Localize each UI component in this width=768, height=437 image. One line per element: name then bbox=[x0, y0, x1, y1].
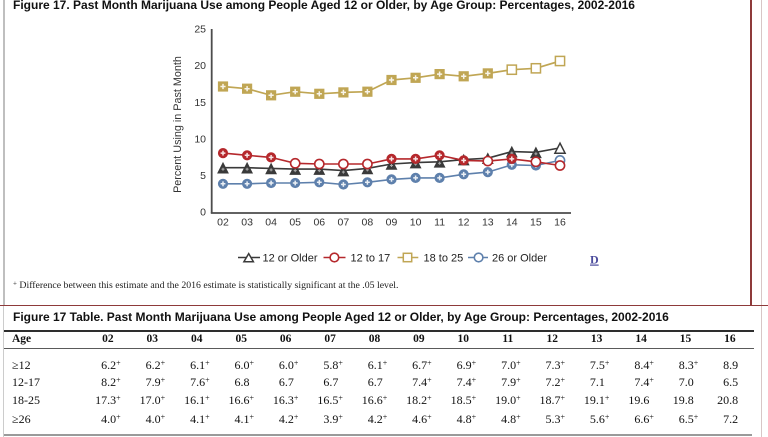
svg-text:18 to 25: 18 to 25 bbox=[424, 252, 464, 264]
svg-text:09: 09 bbox=[386, 217, 398, 229]
svg-text:15: 15 bbox=[194, 97, 206, 109]
svg-text:12 to 17: 12 to 17 bbox=[351, 252, 391, 264]
svg-text:10: 10 bbox=[410, 217, 422, 229]
svg-text:10: 10 bbox=[194, 133, 206, 145]
svg-text:12: 12 bbox=[458, 217, 470, 229]
svg-text:11: 11 bbox=[434, 217, 445, 229]
svg-text:20: 20 bbox=[194, 60, 206, 72]
svg-text:12 or Older: 12 or Older bbox=[263, 252, 318, 264]
svg-text:04: 04 bbox=[265, 217, 277, 229]
svg-text:07: 07 bbox=[338, 217, 350, 229]
svg-text:06: 06 bbox=[313, 217, 325, 229]
svg-text:16: 16 bbox=[554, 217, 566, 229]
svg-text:15: 15 bbox=[530, 217, 542, 229]
svg-text:26 or Older: 26 or Older bbox=[492, 252, 547, 264]
svg-text:25: 25 bbox=[194, 24, 206, 36]
svg-text:13: 13 bbox=[482, 217, 494, 229]
svg-text:03: 03 bbox=[241, 217, 253, 229]
svg-text:D: D bbox=[590, 253, 599, 267]
svg-text:Percent Using in Past Month: Percent Using in Past Month bbox=[172, 56, 184, 193]
svg-text:05: 05 bbox=[289, 217, 301, 229]
svg-text:08: 08 bbox=[362, 217, 374, 229]
svg-text:14: 14 bbox=[506, 217, 518, 229]
svg-text:0: 0 bbox=[200, 206, 206, 218]
svg-text:5: 5 bbox=[200, 170, 206, 182]
svg-text:02: 02 bbox=[217, 217, 229, 229]
